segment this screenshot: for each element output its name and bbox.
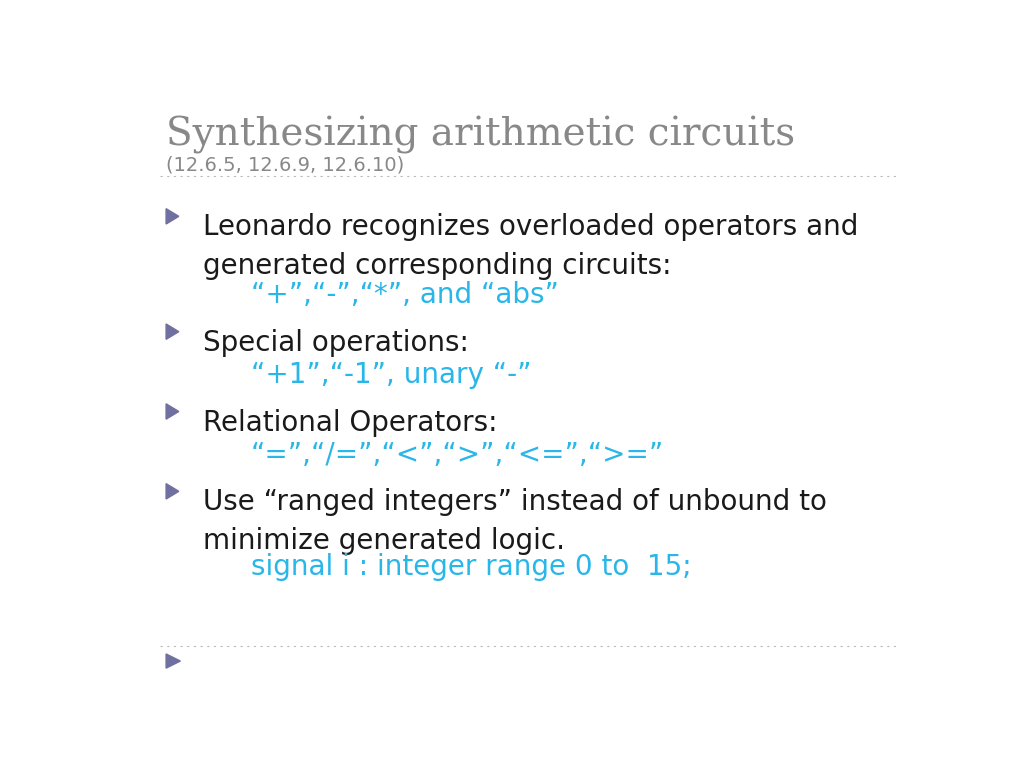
Text: “=”,“/=”,“<”,“>”,“<=”,“>=”: “=”,“/=”,“<”,“>”,“<=”,“>=”: [251, 441, 665, 469]
Text: Relational Operators:: Relational Operators:: [204, 409, 498, 436]
Text: “+1”,“-1”, unary “-”: “+1”,“-1”, unary “-”: [251, 361, 531, 389]
Text: Special operations:: Special operations:: [204, 329, 469, 356]
Text: Leonardo recognizes overloaded operators and
generated corresponding circuits:: Leonardo recognizes overloaded operators…: [204, 214, 859, 280]
Polygon shape: [166, 404, 179, 419]
Text: (12.6.5, 12.6.9, 12.6.10): (12.6.5, 12.6.9, 12.6.10): [166, 155, 404, 174]
Text: signal i : integer range 0 to  15;: signal i : integer range 0 to 15;: [251, 554, 691, 581]
Text: Synthesizing arithmetic circuits: Synthesizing arithmetic circuits: [166, 116, 796, 154]
Polygon shape: [166, 324, 179, 339]
Polygon shape: [166, 209, 179, 224]
Text: “+”,“-”,“*”, and “abs”: “+”,“-”,“*”, and “abs”: [251, 281, 559, 310]
Polygon shape: [166, 654, 180, 668]
Text: Use “ranged integers” instead of unbound to
minimize generated logic.: Use “ranged integers” instead of unbound…: [204, 488, 827, 555]
Polygon shape: [166, 484, 179, 499]
